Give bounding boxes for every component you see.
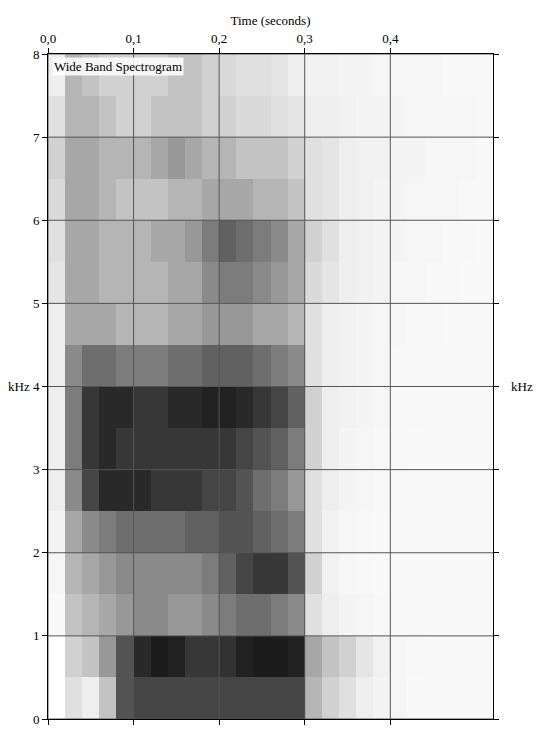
svg-text:0: 0 <box>33 712 40 727</box>
svg-text:6: 6 <box>33 213 40 228</box>
svg-text:0,2: 0,2 <box>211 31 227 46</box>
svg-text:1: 1 <box>33 628 40 643</box>
svg-text:0,4: 0,4 <box>382 31 399 46</box>
svg-text:0,0: 0,0 <box>40 31 56 46</box>
svg-text:3: 3 <box>33 462 40 477</box>
svg-text:8: 8 <box>33 47 40 62</box>
svg-text:5: 5 <box>33 296 40 311</box>
svg-text:Wide Band Spectrogram: Wide Band Spectrogram <box>54 59 182 74</box>
svg-text:2: 2 <box>33 545 40 560</box>
svg-text:4: 4 <box>33 379 40 394</box>
svg-text:7: 7 <box>33 130 40 145</box>
svg-text:kHz: kHz <box>511 379 533 394</box>
svg-text:0,1: 0,1 <box>125 31 141 46</box>
svg-text:kHz: kHz <box>8 379 30 394</box>
svg-text:Time (seconds): Time (seconds) <box>230 13 310 28</box>
svg-text:0,3: 0,3 <box>297 31 313 46</box>
